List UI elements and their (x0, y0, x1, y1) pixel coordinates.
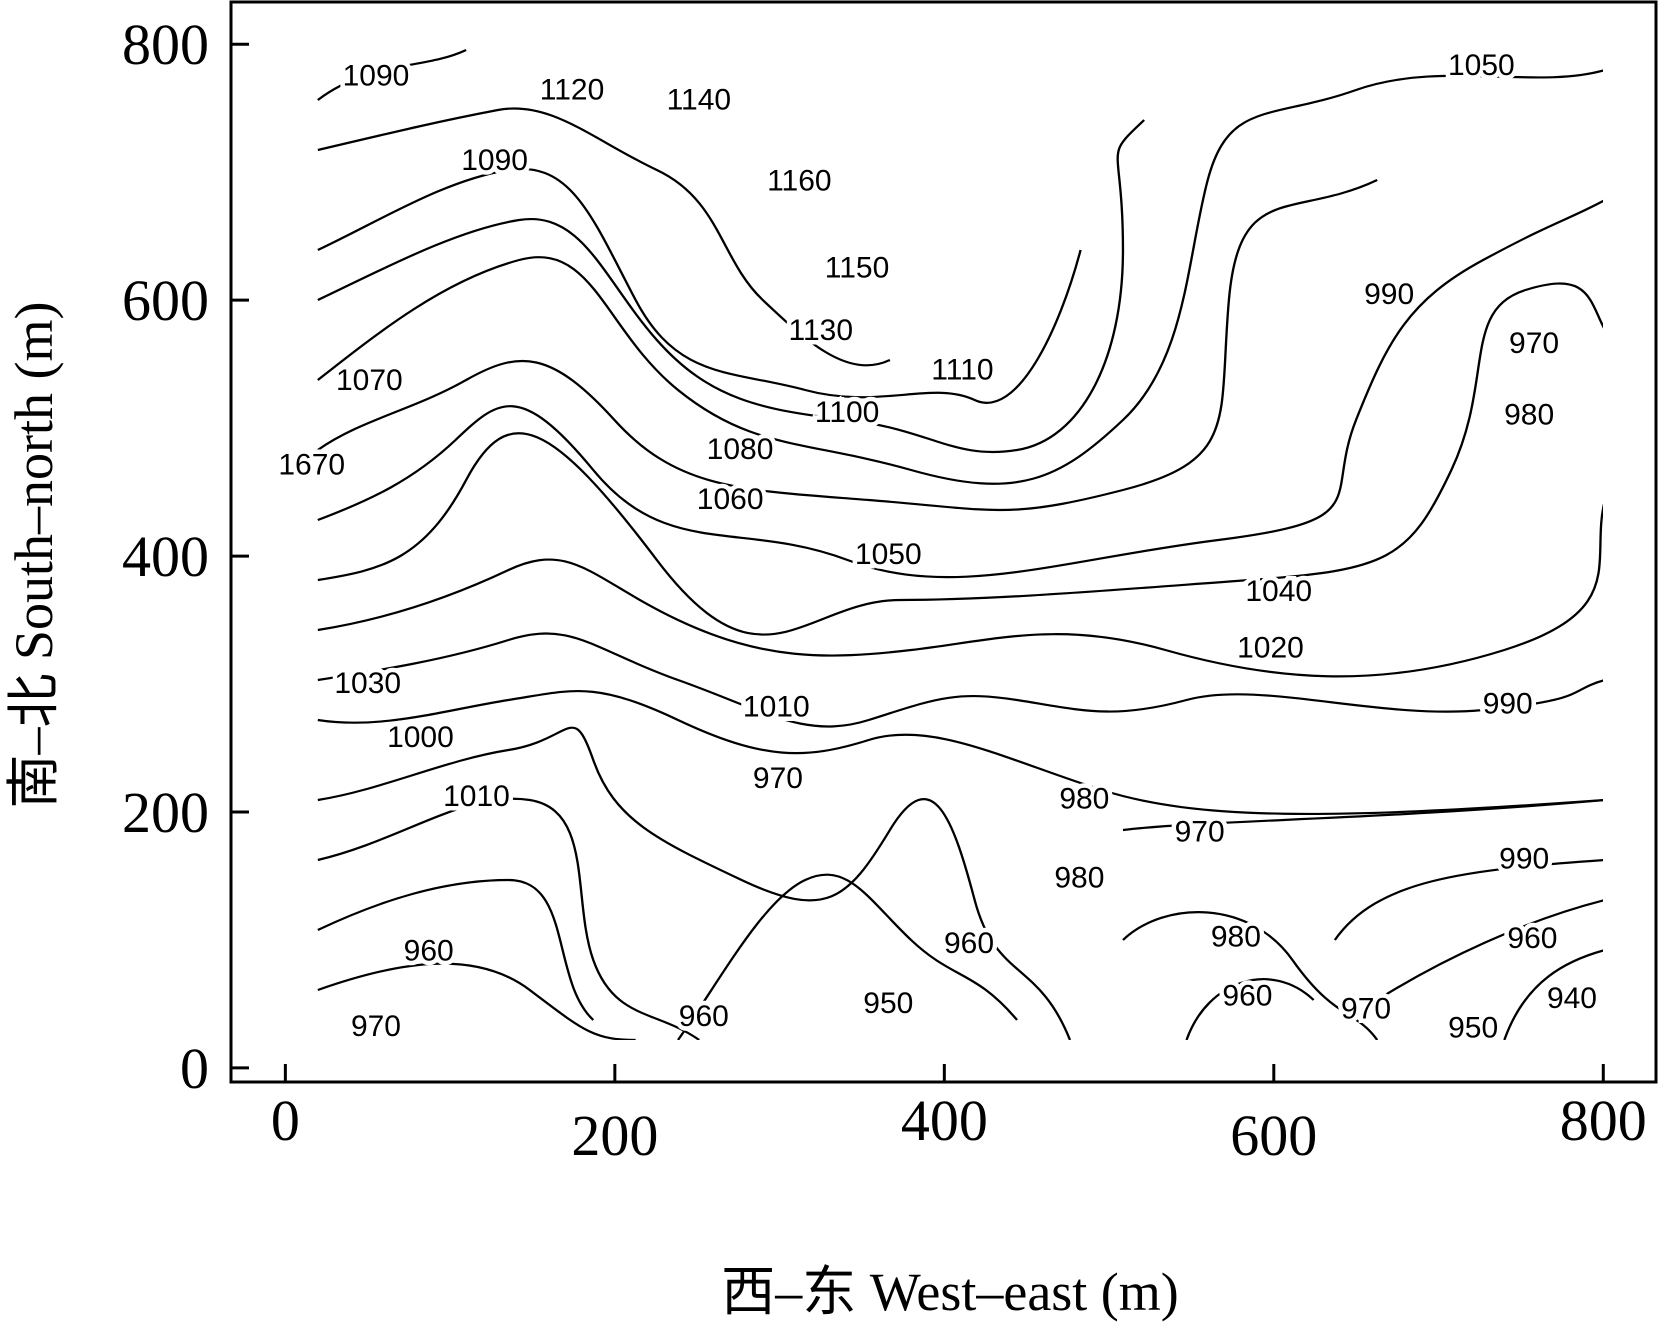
contour-label: 960 (679, 1000, 729, 1033)
contour-label: 1040 (1245, 575, 1312, 608)
contour-label: 1090 (461, 144, 528, 177)
y-tick-label: 0 (180, 1036, 209, 1101)
contour-label: 990 (1499, 843, 1549, 876)
contour-label: 960 (1222, 979, 1272, 1012)
contour-label: 1080 (707, 433, 774, 466)
contour-label: 1110 (931, 354, 993, 387)
x-tick-label: 400 (901, 1088, 988, 1153)
contour-label: 1130 (789, 314, 854, 347)
contour-lines (317, 49, 1603, 1040)
y-tick-label: 800 (122, 12, 209, 77)
contour-label: 980 (1054, 862, 1104, 895)
x-tick-label: 200 (571, 1103, 658, 1168)
contour-label: 940 (1547, 982, 1597, 1015)
contour-label: 1670 (278, 448, 345, 481)
contour-label: 970 (351, 1010, 401, 1043)
y-tick-label: 200 (122, 780, 209, 845)
contour-label: 1100 (815, 396, 880, 429)
contour-label: 1120 (540, 73, 605, 106)
contour-label: 970 (753, 762, 803, 795)
contour-label: 1160 (767, 164, 832, 197)
contour-label: 1010 (443, 780, 510, 813)
contour-label: 1150 (825, 251, 890, 284)
contour-label: 1070 (336, 364, 403, 397)
contour-label: 1060 (697, 483, 764, 516)
contour-label: 1010 (743, 690, 810, 723)
contour-label: 960 (404, 935, 454, 968)
contour-label: 1020 (1237, 631, 1304, 664)
plot-frame (229, 0, 1658, 1084)
x-axis-title: 西–东 West–east (m) (721, 1262, 1179, 1322)
y-tick-label: 600 (122, 268, 209, 333)
contour-label: 990 (1364, 278, 1414, 311)
contour-label: 950 (1448, 1011, 1498, 1044)
contour-label: 980 (1211, 921, 1261, 954)
contour-label: 950 (863, 987, 913, 1020)
contour-label: 1000 (387, 721, 454, 754)
contour-label: 970 (1509, 327, 1559, 360)
contour-label: 1050 (855, 538, 922, 571)
contour-label: 990 (1483, 688, 1533, 721)
contour-label: 960 (944, 927, 994, 960)
contour-label: 1140 (667, 84, 732, 117)
contour-label: 980 (1504, 399, 1554, 432)
contour-label: 970 (1341, 992, 1391, 1025)
contour-label: 960 (1507, 922, 1557, 955)
x-tick-label: 600 (1230, 1103, 1317, 1168)
contour-label: 1090 (343, 59, 410, 92)
contour-label: 1050 (1448, 49, 1515, 82)
x-tick-label: 800 (1560, 1088, 1647, 1153)
y-axis-title: 南–北 South–north (m) (4, 302, 64, 809)
contour-label: 980 (1059, 782, 1109, 815)
y-tick-label: 400 (122, 524, 209, 589)
x-tick-label: 0 (271, 1088, 300, 1153)
contour-label: 1030 (334, 667, 401, 700)
contour-label: 970 (1175, 816, 1225, 849)
